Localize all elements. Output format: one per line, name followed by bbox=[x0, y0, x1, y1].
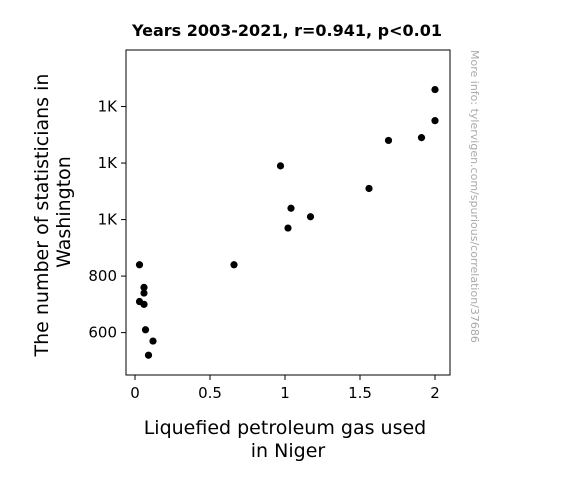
x-axis-label-line-1: Liquefied petroleum gas used bbox=[144, 417, 427, 439]
data-point bbox=[365, 184, 373, 193]
data-point bbox=[140, 300, 148, 308]
data-point bbox=[431, 117, 439, 125]
data-point bbox=[141, 326, 150, 334]
y-tick-label: 600 bbox=[88, 324, 117, 342]
data-point bbox=[431, 85, 439, 94]
x-tick-label: 2 bbox=[430, 384, 440, 402]
data-point bbox=[306, 213, 315, 221]
data-point bbox=[144, 351, 153, 359]
source-note: More info: tylervigen.com/spurious/corre… bbox=[468, 50, 481, 343]
x-tick-label: 1 bbox=[280, 384, 290, 402]
data-point bbox=[135, 261, 144, 269]
x-axis-label-line-2: in Niger bbox=[251, 440, 326, 462]
y-tick-label: 800 bbox=[88, 267, 117, 285]
x-axis: 0 0.5 1 1.5 2 bbox=[130, 375, 440, 402]
y-axis-label: The number of statisticians in Washingto… bbox=[31, 68, 75, 358]
x-axis-label: Liquefied petroleum gas used in Niger bbox=[144, 417, 433, 462]
y-axis: 600 800 1K 1K 1K bbox=[88, 98, 126, 342]
data-point bbox=[276, 162, 285, 170]
y-tick-label: 1K bbox=[98, 154, 119, 172]
x-tick-label: 0 bbox=[130, 384, 140, 402]
data-point bbox=[149, 337, 157, 345]
data-point bbox=[384, 136, 393, 145]
data-point bbox=[230, 261, 238, 269]
plot-area bbox=[125, 49, 451, 376]
data-point bbox=[140, 283, 148, 291]
x-tick-label: 0.5 bbox=[198, 384, 222, 402]
chart-title: Years 2003-2021, r=0.941, p<0.01 bbox=[131, 21, 442, 40]
data-points bbox=[135, 85, 439, 359]
y-axis-label-line-2: Washington bbox=[53, 156, 75, 268]
y-axis-label-line-1: The number of statisticians in bbox=[31, 74, 53, 358]
data-point bbox=[140, 289, 148, 297]
data-point bbox=[284, 224, 292, 232]
x-tick-label: 1.5 bbox=[348, 384, 372, 402]
data-point bbox=[287, 204, 295, 212]
data-point bbox=[417, 134, 426, 142]
y-tick-label: 1K bbox=[98, 211, 119, 229]
y-tick-label: 1K bbox=[98, 98, 119, 116]
